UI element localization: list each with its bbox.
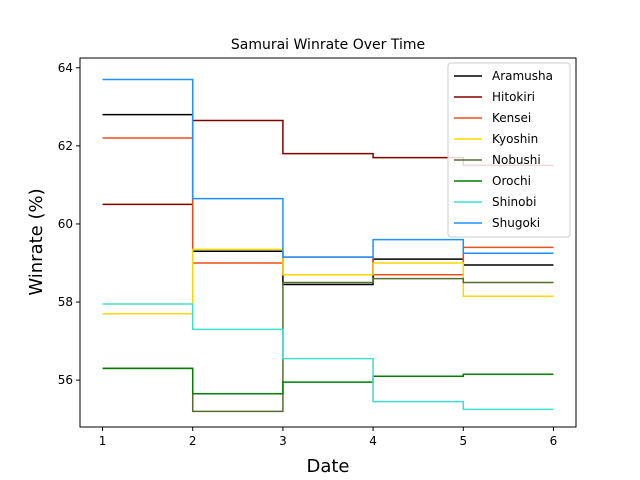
legend-label-nobushi: Nobushi [492, 153, 541, 167]
series-layer [102, 78, 554, 413]
x-tick-label: 3 [279, 434, 287, 448]
x-tick-label: 4 [369, 434, 377, 448]
x-tick-label: 5 [459, 434, 467, 448]
legend-label-shugoki: Shugoki [492, 216, 540, 230]
y-tick-label: 64 [58, 61, 73, 75]
x-tick-label: 2 [189, 434, 197, 448]
chart-title: Samurai Winrate Over Time [231, 37, 425, 53]
y-tick-label: 56 [58, 373, 73, 387]
series-line-shinobi [102, 303, 554, 411]
legend-box [447, 62, 571, 238]
x-axis-label: Date [306, 456, 349, 477]
legend-label-hitokiri: Hitokiri [492, 90, 535, 104]
legend-label-shinobi: Shinobi [492, 195, 536, 209]
y-tick-label: 58 [58, 295, 73, 309]
x-ticks: 1 2 3 4 5 6 [99, 427, 558, 448]
series-line-shugoki [102, 78, 554, 258]
y-axis-label: Winrate (%) [26, 188, 47, 295]
plot-frame [79, 57, 577, 428]
legend-label-kyoshin: Kyoshin [492, 132, 538, 146]
legend-label-aramusha: Aramusha [492, 69, 553, 83]
series-line-orochi [102, 367, 554, 395]
x-tick-label: 1 [99, 434, 107, 448]
legend-label-orochi: Orochi [492, 174, 531, 188]
y-tick-label: 62 [58, 139, 73, 153]
legend: Aramusha Hitokiri Kensei Kyoshin Nobushi Oroc… [447, 62, 571, 238]
y-ticks: 56 58 60 62 64 [58, 61, 80, 387]
series-line-nobushi [102, 277, 554, 413]
y-tick-label: 60 [58, 217, 73, 231]
x-tick-label: 6 [550, 434, 558, 448]
legend-label-kensei: Kensei [492, 111, 531, 125]
